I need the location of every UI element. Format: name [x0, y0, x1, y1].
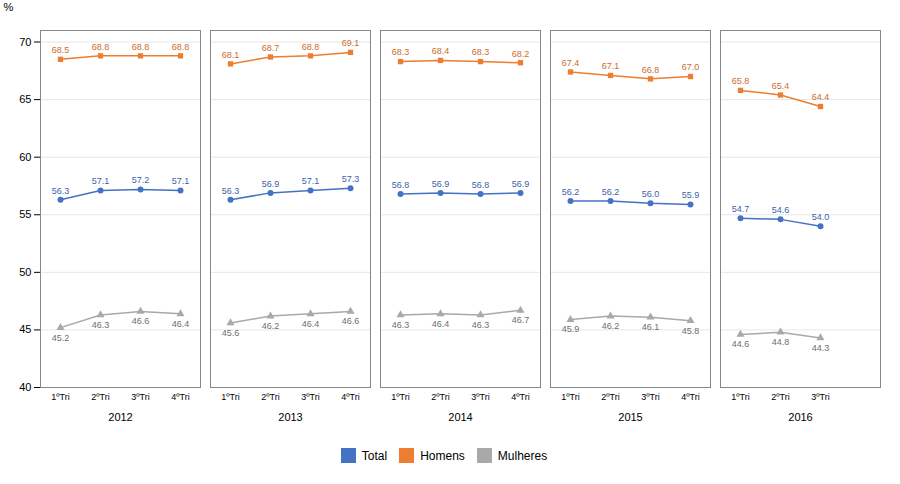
svg-text:68.3: 68.3 — [472, 47, 490, 57]
svg-text:45.6: 45.6 — [222, 328, 240, 338]
svg-text:68.3: 68.3 — [392, 47, 410, 57]
svg-text:3ºTri: 3ºTri — [131, 392, 149, 402]
svg-text:68.7: 68.7 — [262, 43, 280, 53]
svg-text:46.3: 46.3 — [472, 320, 490, 330]
svg-text:56.9: 56.9 — [262, 179, 280, 189]
svg-text:68.1: 68.1 — [222, 50, 240, 60]
svg-text:68.8: 68.8 — [132, 42, 150, 52]
svg-text:46.3: 46.3 — [392, 320, 410, 330]
svg-text:55: 55 — [19, 208, 31, 220]
svg-text:56.3: 56.3 — [222, 186, 240, 196]
svg-text:46.1: 46.1 — [642, 322, 660, 332]
svg-text:56.9: 56.9 — [432, 179, 450, 189]
svg-text:44.3: 44.3 — [812, 343, 830, 353]
svg-text:4ºTri: 4ºTri — [511, 392, 529, 402]
svg-text:67.1: 67.1 — [602, 61, 620, 71]
svg-text:56.0: 56.0 — [642, 189, 660, 199]
svg-text:68.2: 68.2 — [512, 49, 530, 59]
svg-text:57.3: 57.3 — [342, 174, 360, 184]
svg-text:2016: 2016 — [788, 411, 812, 423]
svg-text:54.7: 54.7 — [732, 204, 750, 214]
svg-text:67.4: 67.4 — [562, 58, 580, 68]
svg-text:65.4: 65.4 — [772, 81, 790, 91]
svg-text:44.6: 44.6 — [732, 339, 750, 349]
svg-text:2ºTri: 2ºTri — [771, 392, 789, 402]
html-text:Homens: Homens — [420, 448, 465, 463]
svg-text:46.3: 46.3 — [92, 320, 110, 330]
svg-text:65.8: 65.8 — [732, 76, 750, 86]
svg-text:1ºTri: 1ºTri — [731, 392, 749, 402]
svg-text:56.8: 56.8 — [472, 180, 490, 190]
html-text:Total: Total — [361, 448, 388, 463]
svg-text:2013: 2013 — [278, 411, 302, 423]
svg-text:%: % — [4, 1, 14, 13]
svg-text:2ºTri: 2ºTri — [431, 392, 449, 402]
svg-text:56.2: 56.2 — [562, 187, 580, 197]
svg-text:1ºTri: 1ºTri — [561, 392, 579, 402]
svg-text:46.6: 46.6 — [342, 316, 360, 326]
svg-text:46.4: 46.4 — [432, 319, 450, 329]
svg-text:4ºTri: 4ºTri — [341, 392, 359, 402]
svg-text:46.2: 46.2 — [262, 321, 280, 331]
svg-text:56.3: 56.3 — [52, 186, 70, 196]
svg-text:54.6: 54.6 — [772, 205, 790, 215]
svg-text:45.2: 45.2 — [52, 332, 70, 342]
svg-text:4ºTri: 4ºTri — [681, 392, 699, 402]
svg-text:60: 60 — [19, 151, 31, 163]
svg-text:45.8: 45.8 — [682, 326, 700, 336]
svg-text:46.4: 46.4 — [172, 319, 190, 329]
svg-text:69.1: 69.1 — [342, 38, 360, 48]
svg-text:1ºTri: 1ºTri — [391, 392, 409, 402]
svg-text:67.0: 67.0 — [682, 62, 700, 72]
svg-text:2ºTri: 2ºTri — [601, 392, 619, 402]
svg-text:54.0: 54.0 — [812, 212, 830, 222]
svg-text:57.1: 57.1 — [172, 176, 190, 186]
svg-text:68.5: 68.5 — [52, 45, 70, 55]
svg-text:56.8: 56.8 — [392, 180, 410, 190]
svg-text:40: 40 — [19, 381, 31, 393]
svg-text:57.1: 57.1 — [92, 176, 110, 186]
svg-text:3ºTri: 3ºTri — [641, 392, 659, 402]
html-text:Mulheres: Mulheres — [497, 448, 548, 463]
svg-text:65: 65 — [19, 93, 31, 105]
svg-text:3ºTri: 3ºTri — [471, 392, 489, 402]
svg-text:3ºTri: 3ºTri — [301, 392, 319, 402]
svg-text:46.6: 46.6 — [132, 316, 150, 326]
svg-text:2ºTri: 2ºTri — [91, 392, 109, 402]
svg-text:45.9: 45.9 — [562, 324, 580, 334]
svg-text:46.2: 46.2 — [602, 321, 620, 331]
svg-text:50: 50 — [19, 266, 31, 278]
svg-text:46.7: 46.7 — [512, 315, 530, 325]
svg-text:56.2: 56.2 — [602, 187, 620, 197]
svg-text:68.8: 68.8 — [92, 42, 110, 52]
svg-text:56.9: 56.9 — [512, 179, 530, 189]
svg-text:2012: 2012 — [108, 411, 132, 423]
svg-text:68.8: 68.8 — [172, 42, 190, 52]
svg-text:70: 70 — [19, 36, 31, 48]
svg-text:44.8: 44.8 — [772, 337, 790, 347]
svg-text:57.2: 57.2 — [132, 175, 150, 185]
svg-text:2ºTri: 2ºTri — [261, 392, 279, 402]
svg-text:3ºTri: 3ºTri — [811, 392, 829, 402]
svg-text:68.8: 68.8 — [302, 42, 320, 52]
svg-text:55.9: 55.9 — [682, 190, 700, 200]
svg-text:64.4: 64.4 — [812, 92, 830, 102]
svg-text:2014: 2014 — [448, 411, 472, 423]
svg-text:4ºTri: 4ºTri — [171, 392, 189, 402]
svg-text:66.8: 66.8 — [642, 65, 660, 75]
svg-text:45: 45 — [19, 323, 31, 335]
svg-text:46.4: 46.4 — [302, 319, 320, 329]
svg-text:1ºTri: 1ºTri — [221, 392, 239, 402]
svg-text:1ºTri: 1ºTri — [51, 392, 69, 402]
svg-text:2015: 2015 — [618, 411, 642, 423]
svg-text:68.4: 68.4 — [432, 46, 450, 56]
svg-text:57.1: 57.1 — [302, 176, 320, 186]
